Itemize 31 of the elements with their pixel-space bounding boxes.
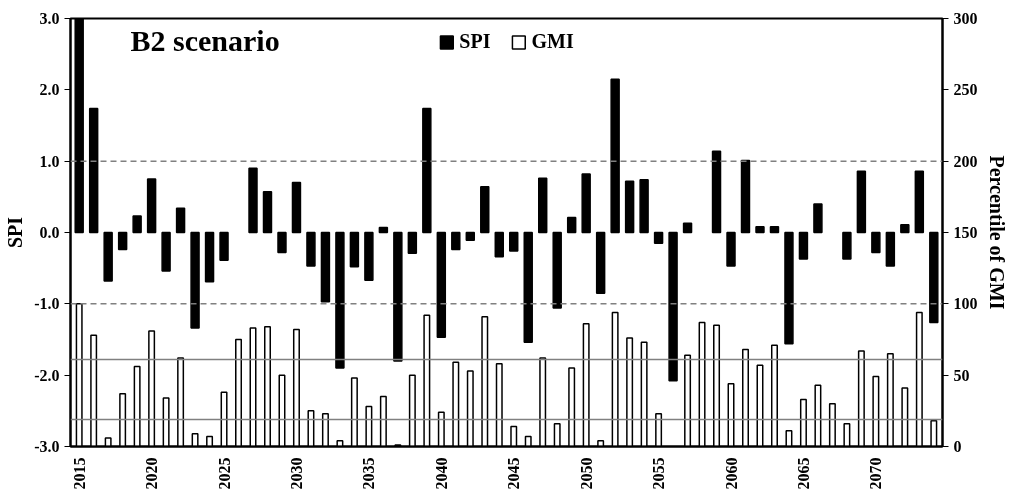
y-tick-label: 0.0 bbox=[39, 224, 60, 241]
y-tick-label: -3.0 bbox=[34, 438, 60, 455]
y2-tick-label: 150 bbox=[953, 224, 978, 241]
x-tick-label: 2060 bbox=[722, 457, 740, 490]
x-tick-label: 2035 bbox=[360, 457, 378, 490]
y2-tick-label: 100 bbox=[953, 295, 978, 313]
y2-tick-label: 0 bbox=[953, 438, 962, 455]
x-tick-label: 2045 bbox=[505, 457, 523, 490]
y-tick-label: 1.0 bbox=[39, 152, 60, 170]
y-tick-label: 3.0 bbox=[39, 10, 60, 27]
x-tick-label: 2070 bbox=[867, 457, 885, 490]
x-tick-label: 2030 bbox=[287, 457, 305, 490]
legend-label: SPI bbox=[459, 30, 491, 53]
chart-title: B2 scenario bbox=[130, 23, 280, 57]
x-tick-label: 2050 bbox=[577, 457, 595, 490]
x-tick-label: 2020 bbox=[143, 457, 161, 490]
x-tick-label: 2025 bbox=[215, 457, 233, 490]
legend-label: GMI bbox=[531, 30, 574, 53]
y2-tick-label: 300 bbox=[953, 10, 978, 27]
y2-tick-label: 250 bbox=[953, 81, 978, 99]
y2-tick-label: 50 bbox=[953, 366, 970, 384]
x-tick-label: 2015 bbox=[70, 457, 88, 490]
y-tick-label: 2.0 bbox=[39, 81, 60, 99]
y-axis-title: SPI bbox=[4, 216, 27, 249]
x-tick-label: 2055 bbox=[650, 457, 668, 490]
y-tick-label: -2.0 bbox=[34, 366, 60, 384]
x-tick-label: 2065 bbox=[794, 457, 812, 490]
y2-axis-title: Percentile of GMI bbox=[985, 155, 1008, 310]
x-tick-label: 2040 bbox=[432, 457, 450, 490]
y-tick-label: -1.0 bbox=[34, 295, 60, 313]
y2-tick-label: 200 bbox=[953, 152, 978, 170]
